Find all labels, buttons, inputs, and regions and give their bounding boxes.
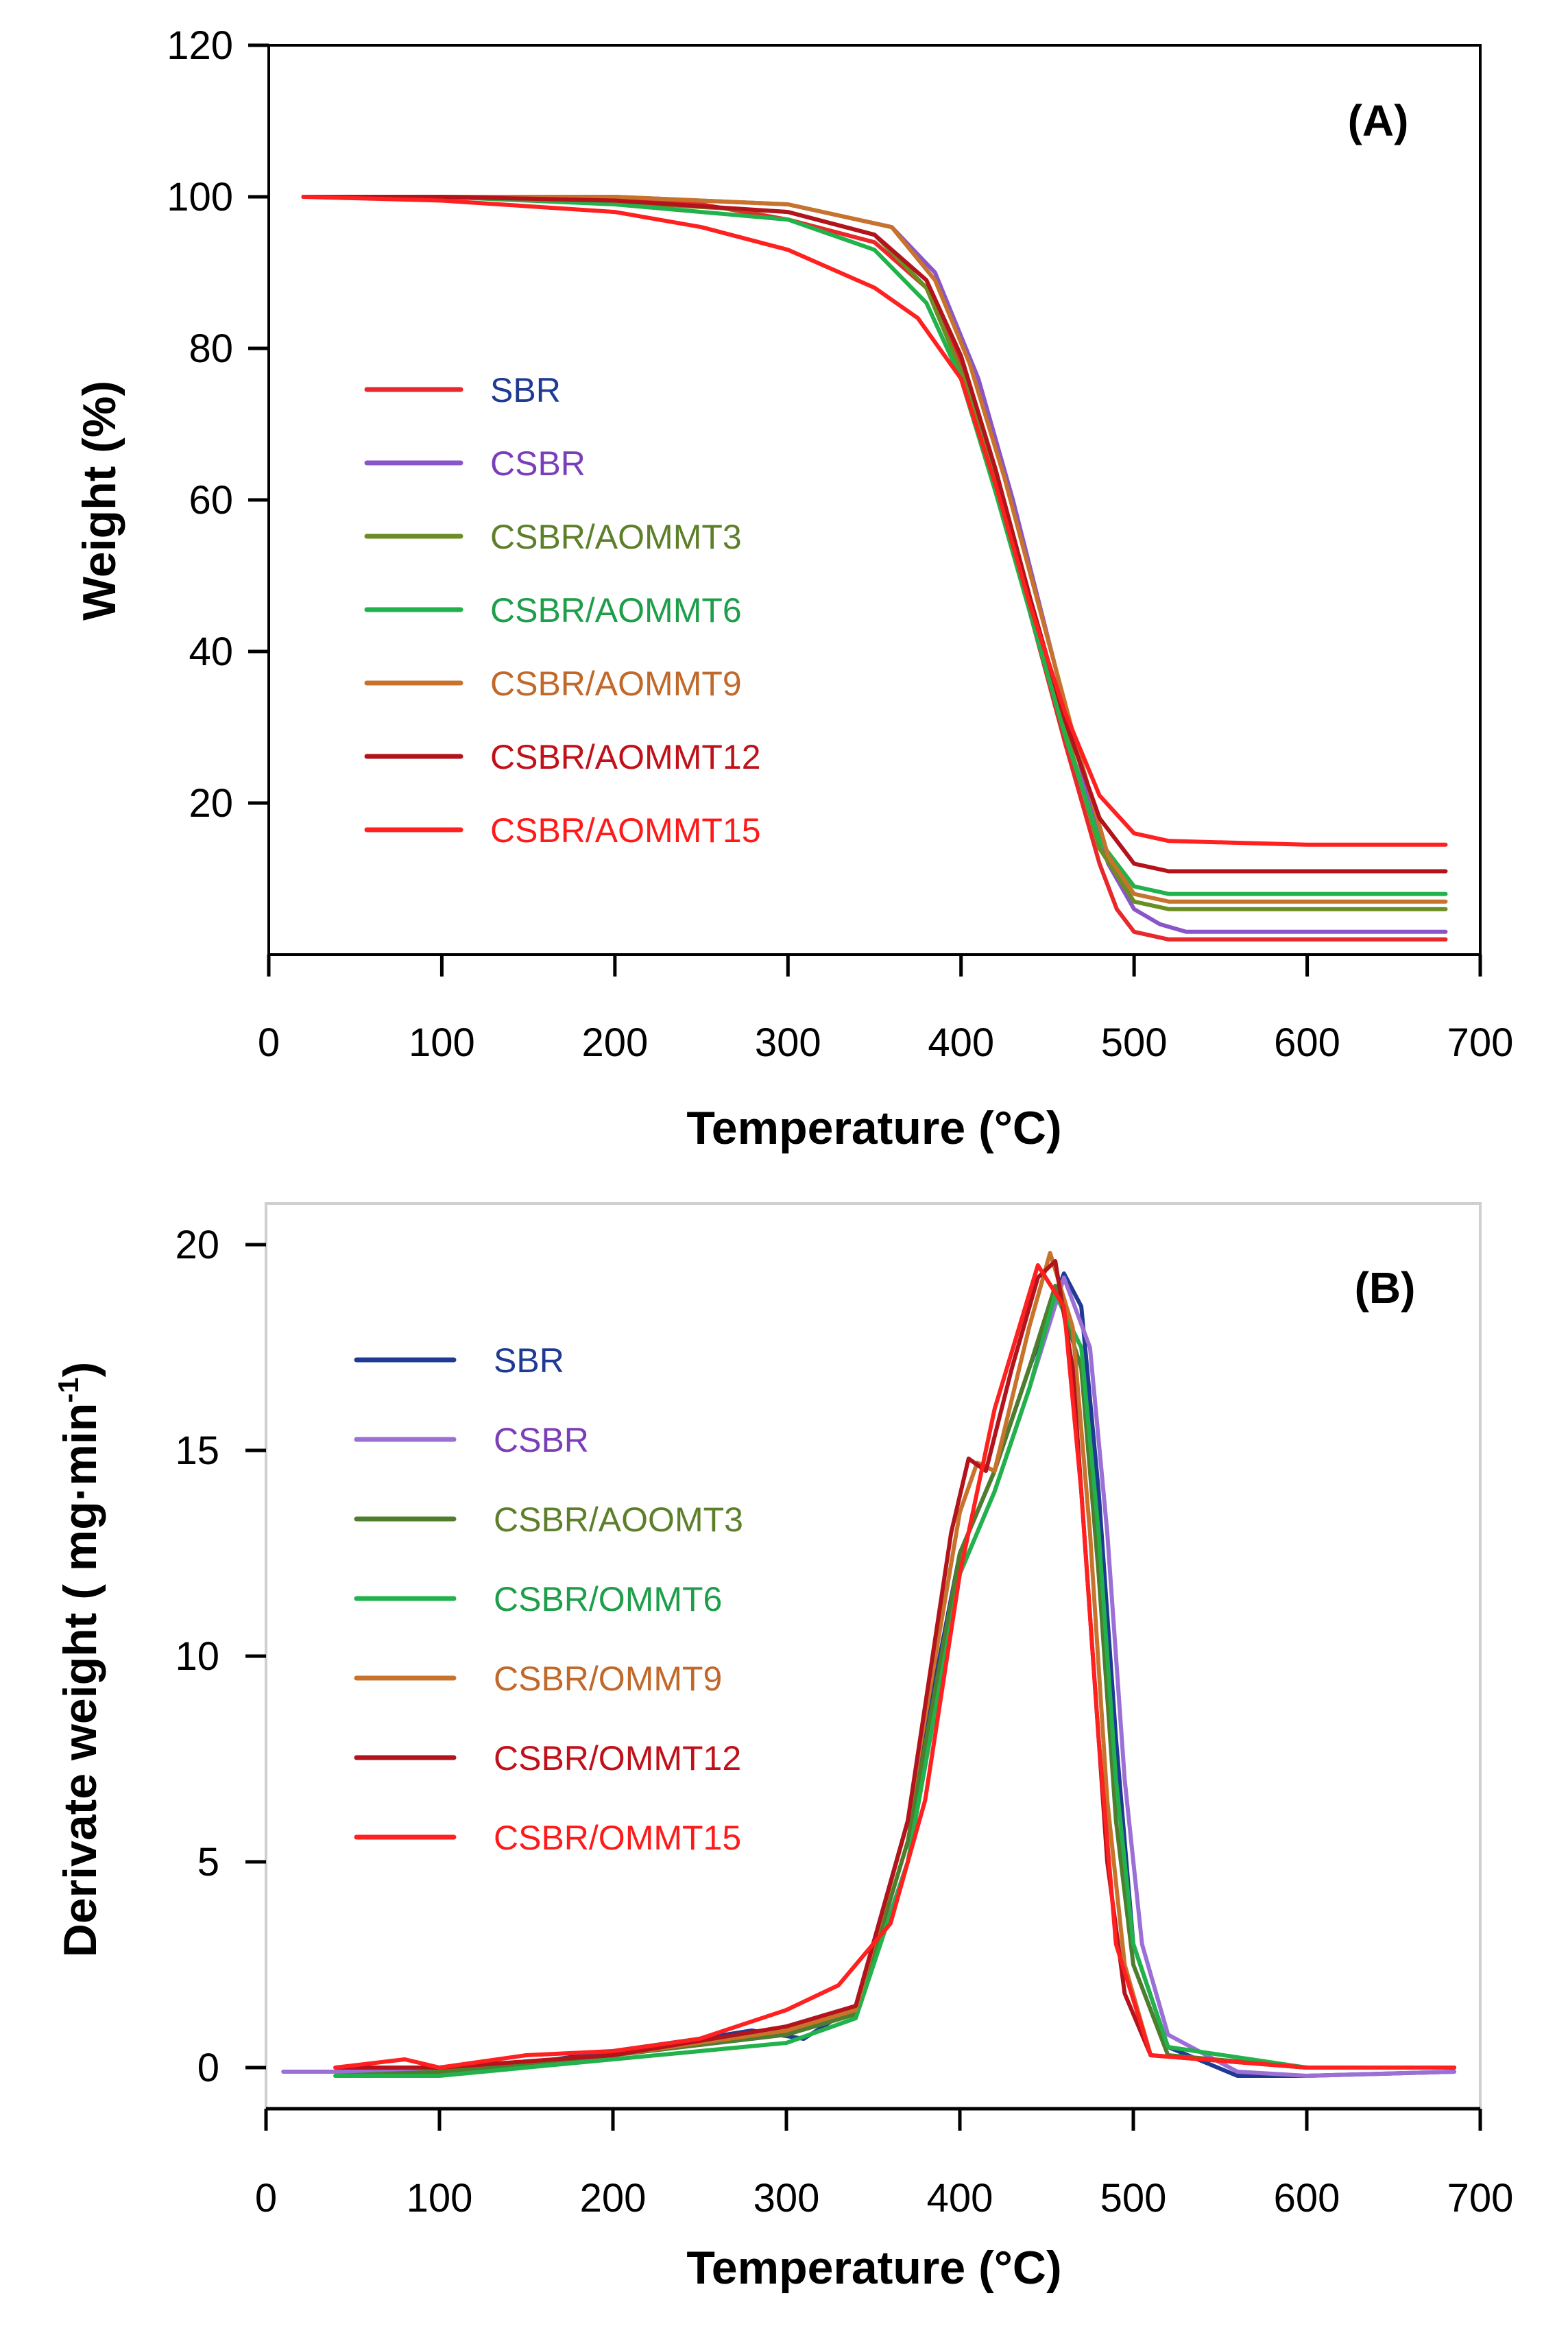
panel-a-x-ticks: 0 100 200 300 400 500 600 700 xyxy=(258,955,1514,1065)
panel-b-y-tick-label-0: 0 xyxy=(197,2046,219,2090)
panel-b-legend-label-1: CSBR xyxy=(494,1421,589,1459)
panel-a-legend-label-5: CSBR/AOMMT12 xyxy=(490,738,761,776)
panel-b-legend-label-5: CSBR/OMMT12 xyxy=(494,1739,741,1778)
panel-a-label: (A) xyxy=(1348,96,1409,145)
panel-a-series-3 xyxy=(301,195,1448,896)
panel-a-y-tick-label-5: 120 xyxy=(167,23,233,68)
panel-a-legend: SBR CSBR CSBR/AOMMT3 CSBR/AOMMT6 CSBR/AOMMT9… xyxy=(364,371,761,850)
panel-b-legend-label-3: CSBR/OMMT6 xyxy=(494,1580,722,1618)
panel-a-y-tick-label-4: 100 xyxy=(167,175,233,219)
panel-a-legend-label-3: CSBR/AOMMT6 xyxy=(490,591,742,630)
panel-b-y-axis-title-superscript: -1 xyxy=(52,1377,84,1402)
panel-a-x-tick-label-6: 600 xyxy=(1274,1020,1340,1065)
panel-b-x-tick-label-3: 300 xyxy=(753,2176,820,2221)
panel-b-y-tick-label-2: 10 xyxy=(175,1634,219,1679)
panel-b-y-tick-label-4: 20 xyxy=(175,1223,219,1267)
panel-b-legend-label-4: CSBR/OMMT9 xyxy=(494,1660,722,1698)
panel-a-legend-label-1: CSBR xyxy=(490,444,586,483)
panel-b-x-tick-label-1: 100 xyxy=(407,2176,473,2221)
panel-b-x-axis-title: Temperature (°C) xyxy=(686,2242,1061,2294)
panel-b-y-tick-label-1: 5 xyxy=(197,1840,219,1884)
panel-b-y-axis-title-main: Derivate weight ( mg·min xyxy=(54,1403,106,1958)
panel-b-legend: SBR CSBR CSBR/AOOMT3 CSBR/OMMT6 CSBR/OMMT9 CS… xyxy=(354,1341,743,1857)
panel-a-x-tick-label-2: 200 xyxy=(581,1020,648,1065)
panel-b-x-tick-label-6: 600 xyxy=(1274,2176,1340,2221)
panel-a-x-tick-label-3: 300 xyxy=(755,1020,821,1065)
panel-b-legend-label-6: CSBR/OMMT15 xyxy=(494,1819,741,1857)
panel-b-x-ticks: 0 100 200 300 400 500 600 700 xyxy=(255,2109,1514,2221)
panel-b-y-tick-label-3: 15 xyxy=(175,1428,219,1473)
panel-b-x-tick-label-7: 700 xyxy=(1447,2176,1514,2221)
panel-a-series-6 xyxy=(301,195,1448,847)
panel-a-x-tick-label-5: 500 xyxy=(1101,1020,1168,1065)
panel-b-legend-label-0: SBR xyxy=(494,1341,564,1380)
panel-b-y-axis-title-suffix: ) xyxy=(54,1362,106,1378)
panel-a-legend-label-0: SBR xyxy=(490,371,561,409)
panel-b-x-tick-label-2: 200 xyxy=(580,2176,647,2221)
panel-a-legend-label-6: CSBR/AOMMT15 xyxy=(490,811,761,850)
panel-b-x-tick-label-4: 400 xyxy=(927,2176,993,2221)
panel-a-x-axis-title: Temperature (°C) xyxy=(686,1102,1061,1154)
panel-a-y-tick-label-1: 40 xyxy=(189,630,233,674)
panel-a-chart: 0 100 200 300 400 500 600 700 20 40 60 80 100 120 SB… xyxy=(73,23,1513,1154)
panel-b-legend-label-2: CSBR/AOOMT3 xyxy=(494,1500,743,1539)
panel-a-y-tick-label-3: 80 xyxy=(189,326,233,371)
panel-a-y-tick-label-0: 20 xyxy=(189,781,233,826)
panel-b-series-2 xyxy=(333,1284,1457,2078)
panel-a-series-4 xyxy=(301,195,1448,904)
panel-a-series-group xyxy=(301,195,1448,942)
panel-b-y-ticks: 0 5 10 15 20 xyxy=(175,1223,266,2090)
panel-a-y-ticks: 20 40 60 80 100 120 xyxy=(167,23,269,826)
panel-a-x-tick-label-1: 100 xyxy=(409,1020,475,1065)
panel-b-series-group xyxy=(281,1251,1457,2078)
panel-a-legend-label-2: CSBR/AOMMT3 xyxy=(490,518,742,556)
panel-b-x-tick-label-5: 500 xyxy=(1100,2176,1167,2221)
panel-b-y-axis-title: Derivate weight ( mg·min-1) xyxy=(52,1362,106,1958)
panel-b-series-3 xyxy=(333,1292,1457,2078)
panel-a-x-tick-label-7: 700 xyxy=(1447,1020,1514,1065)
panel-a-legend-label-4: CSBR/AOMMT9 xyxy=(490,665,742,703)
panel-a-y-axis-title: Weight (%) xyxy=(73,381,125,621)
panel-b-chart: 0 100 200 300 400 500 600 700 0 5 10 15 20 SBR CSBR C… xyxy=(52,1202,1514,2294)
panel-b-x-tick-label-0: 0 xyxy=(255,2176,277,2221)
panel-b-series-5 xyxy=(333,1259,1457,2070)
panel-a-y-tick-label-2: 60 xyxy=(189,478,233,523)
panel-b-series-6 xyxy=(333,1263,1457,2070)
panel-a-series-5 xyxy=(301,195,1448,874)
panel-a-x-tick-label-4: 400 xyxy=(928,1020,994,1065)
panel-b-label: (B) xyxy=(1355,1263,1416,1313)
panel-a-x-tick-label-0: 0 xyxy=(258,1020,280,1065)
